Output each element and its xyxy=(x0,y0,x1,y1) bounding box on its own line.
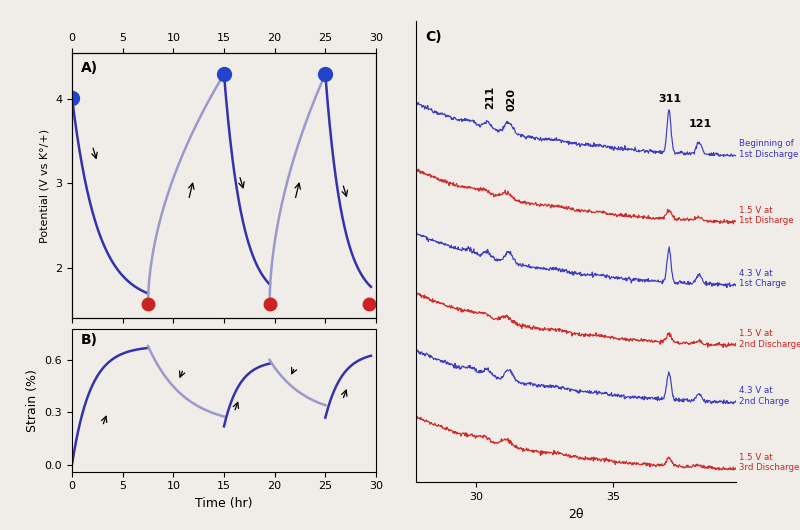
Text: C): C) xyxy=(426,30,442,45)
X-axis label: 2θ: 2θ xyxy=(568,508,584,520)
Text: Beginning of
1st Discharge: Beginning of 1st Discharge xyxy=(738,139,798,158)
Text: 020: 020 xyxy=(506,87,517,111)
Text: 1.5 V at
1st Disharge: 1.5 V at 1st Disharge xyxy=(738,206,794,225)
Text: 4.3 V at
2nd Charge: 4.3 V at 2nd Charge xyxy=(738,386,789,406)
Y-axis label: Strain (%): Strain (%) xyxy=(26,369,39,431)
Text: B): B) xyxy=(81,333,98,347)
Text: 311: 311 xyxy=(658,94,682,104)
Text: A): A) xyxy=(81,61,98,75)
Text: 4.3 V at
1st Charge: 4.3 V at 1st Charge xyxy=(738,269,786,288)
Y-axis label: Potential (V vs K°/+): Potential (V vs K°/+) xyxy=(39,128,50,243)
Text: 211: 211 xyxy=(485,86,495,109)
Text: 1.5 V at
3rd Discharge: 1.5 V at 3rd Discharge xyxy=(738,453,799,472)
Text: 121: 121 xyxy=(689,119,712,129)
X-axis label: Time (hr): Time (hr) xyxy=(195,497,253,510)
Text: 1.5 V at
2nd Discharge: 1.5 V at 2nd Discharge xyxy=(738,329,800,349)
